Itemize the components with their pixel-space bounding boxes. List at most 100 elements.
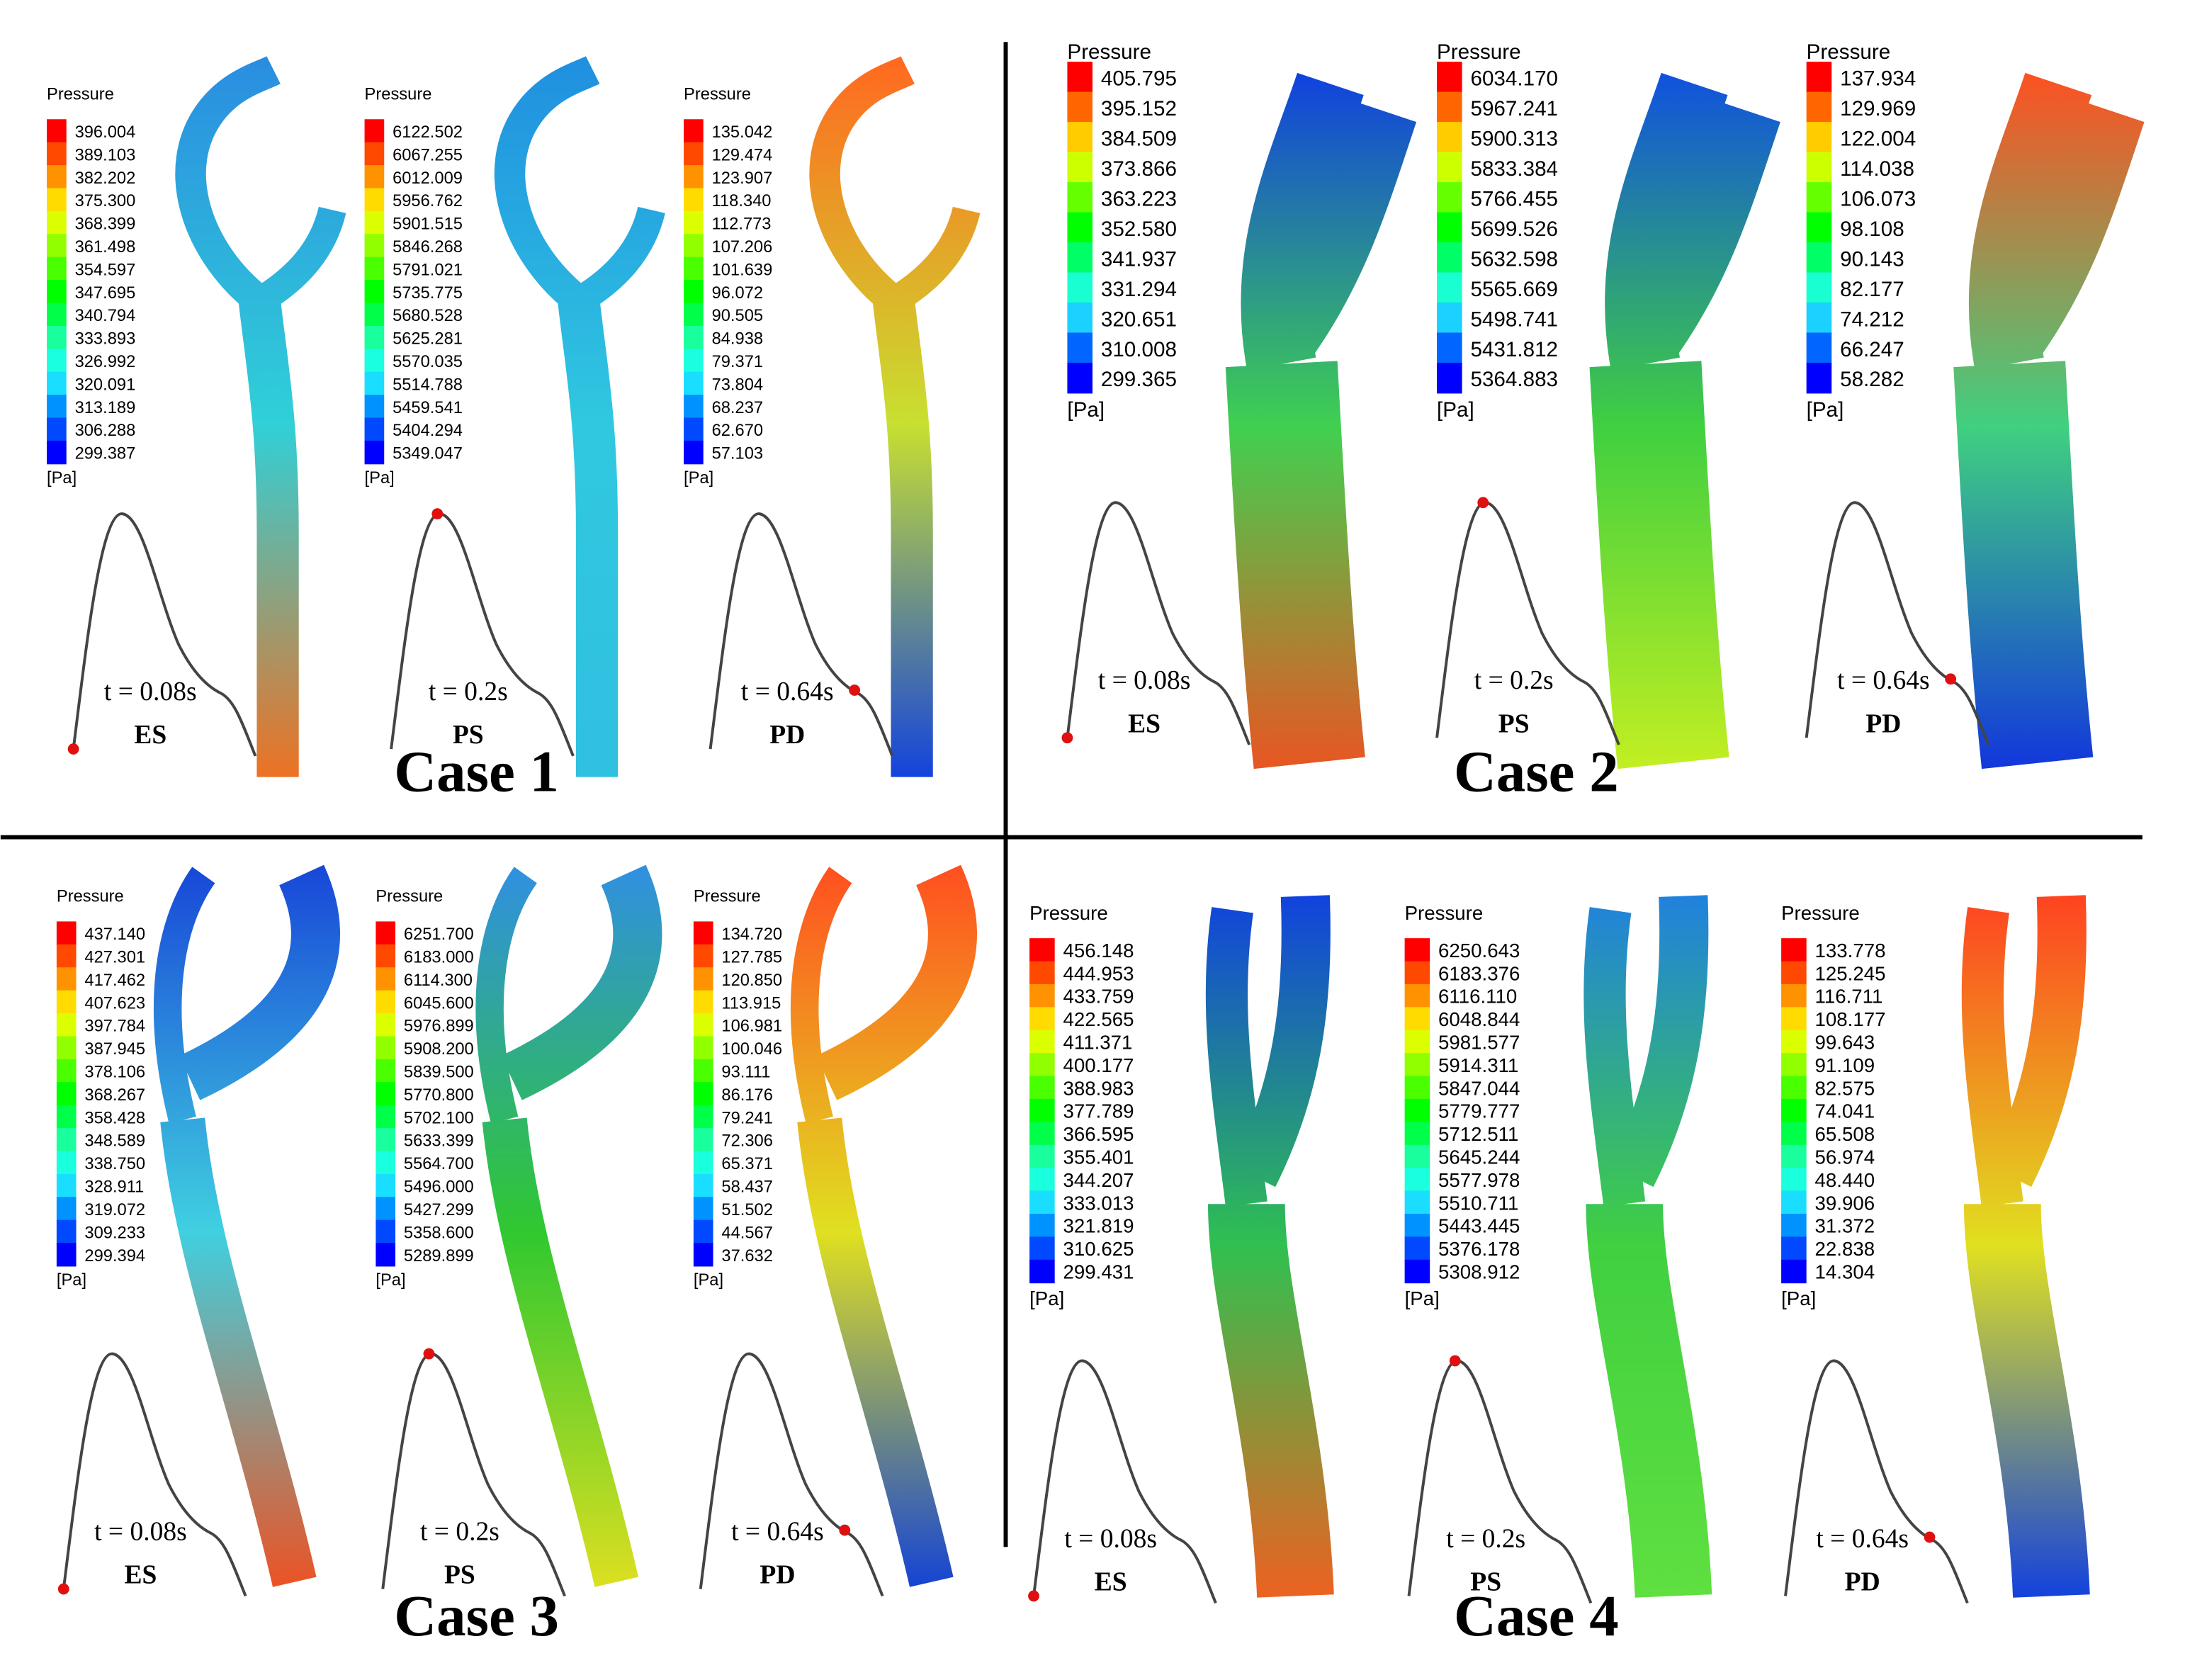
color-bar-segment: [1437, 91, 1462, 123]
phase-label: PS: [1470, 1568, 1501, 1597]
color-bar-segment: [376, 944, 396, 969]
legend-value: 5976.899: [404, 1017, 474, 1036]
legend-value: 72.306: [721, 1132, 773, 1151]
legend-value: 6067.255: [393, 146, 463, 164]
legend-value: 84.938: [712, 330, 764, 349]
phase-marker: [431, 508, 444, 520]
legend-value: 299.387: [75, 445, 136, 463]
color-bar-segment: [1437, 182, 1462, 213]
color-bar-segment: [56, 1059, 77, 1083]
legend-title: Pressure: [57, 887, 124, 906]
color-bar-segment: [1067, 272, 1092, 303]
legend-value: 44.567: [721, 1224, 773, 1242]
waveform-curve: [699, 1352, 884, 1597]
legend-value: 112.773: [712, 215, 772, 234]
legend-value: 5510.711: [1438, 1192, 1518, 1214]
vessel-segment: [1968, 72, 2092, 371]
legend-title: Pressure: [376, 887, 443, 906]
legend-value: 99.643: [1815, 1031, 1875, 1053]
legend-value: 363.223: [1101, 187, 1177, 210]
phase-label: ES: [124, 1561, 157, 1590]
color-bar-segment: [364, 280, 385, 304]
legend-value: 57.103: [712, 445, 764, 463]
vessel-segment: [790, 867, 852, 1124]
vessel-segment: [1963, 1203, 2090, 1598]
vessel-segment: [179, 864, 340, 1100]
legend-value: 5766.455: [1470, 187, 1558, 210]
legend-value: 6045.600: [404, 994, 474, 1013]
legend-value: 331.294: [1101, 278, 1177, 301]
waveform: [1061, 501, 1251, 745]
color-bar-segment: [1781, 1076, 1807, 1100]
color-bar-segment: [1806, 332, 1832, 363]
legend-title: Pressure: [684, 85, 751, 103]
vessel-segment: [1609, 895, 1709, 1188]
color-bar-segment: [376, 1013, 396, 1037]
vessel-segment: [571, 206, 665, 313]
vessel-segment: [153, 867, 215, 1124]
color-bar-segment: [693, 967, 713, 991]
legend-value: 407.623: [84, 994, 145, 1013]
color-bar-segment: [56, 967, 77, 991]
color-bar-segment: [376, 1036, 396, 1060]
legend-title: Pressure: [694, 887, 761, 906]
color-bar-segment: [364, 440, 385, 465]
case-label: Case 3: [394, 1583, 559, 1648]
legend-value: 14.304: [1815, 1261, 1875, 1283]
color-bar-segment: [684, 303, 704, 327]
legend-value: 120.850: [721, 971, 782, 990]
color-bar-segment: [684, 280, 704, 304]
waveform: [699, 1352, 884, 1597]
color-bar-segment: [1781, 1236, 1807, 1261]
legend-value: 5833.384: [1470, 157, 1558, 181]
legend-value: 129.969: [1840, 97, 1916, 120]
waveform: [1784, 1359, 1969, 1604]
phase-label: ES: [1095, 1568, 1127, 1597]
legend-value: 6183.376: [1438, 962, 1520, 984]
color-bar-segment: [1029, 1259, 1055, 1284]
legend-value: 6114.300: [404, 971, 473, 990]
waveform-curve: [72, 512, 257, 757]
color-bar-segment: [693, 1013, 713, 1037]
color-bar-segment: [1029, 1122, 1055, 1146]
color-bar-segment: [1404, 983, 1430, 1008]
legend-value: 5431.812: [1470, 338, 1558, 361]
legend-value: 5901.515: [393, 215, 463, 234]
color-bar-segment: [376, 967, 396, 991]
legend-unit: [Pa]: [1437, 398, 1474, 422]
legend-value: 310.008: [1101, 338, 1177, 361]
color-bar-segment: [376, 1151, 396, 1175]
legend-value: 118.340: [712, 192, 772, 210]
phase-marker: [1945, 673, 1957, 685]
legend-value: 348.589: [84, 1132, 145, 1151]
legend-value: 68.237: [712, 399, 764, 417]
phase-marker: [57, 1583, 69, 1595]
legend-value: 37.632: [721, 1247, 773, 1265]
color-bar-segment: [693, 1036, 713, 1060]
vessel-segment: [175, 56, 281, 313]
color-bar-segment: [364, 349, 385, 373]
legend-value: 86.176: [721, 1086, 773, 1105]
color-bar-segment: [1781, 961, 1807, 985]
color-bar-segment: [1437, 212, 1462, 244]
color-bar-segment: [47, 142, 67, 167]
color-bar-segment: [56, 1243, 77, 1267]
legend-value: 5908.200: [404, 1040, 474, 1059]
phase-label: ES: [1128, 709, 1161, 738]
phase-label: PD: [769, 721, 805, 750]
legend-value: 5570.035: [393, 353, 463, 371]
legend-value: 5914.311: [1438, 1054, 1518, 1076]
legend-value: 127.785: [721, 949, 782, 967]
waveform-curve: [390, 512, 575, 757]
color-bar-segment: [56, 1128, 77, 1152]
color-bar-segment: [1781, 1144, 1807, 1169]
legend-value: 422.565: [1063, 1008, 1134, 1030]
color-bar-segment: [1029, 1076, 1055, 1100]
vessel-segment: [797, 1117, 954, 1587]
color-bar-segment: [1029, 1098, 1055, 1123]
legend-unit: [Pa]: [376, 1271, 405, 1290]
legend-value: 5443.445: [1438, 1215, 1520, 1237]
color-bar-segment: [693, 1128, 713, 1152]
vessel: [175, 56, 346, 777]
legend-value: 326.992: [75, 353, 136, 371]
